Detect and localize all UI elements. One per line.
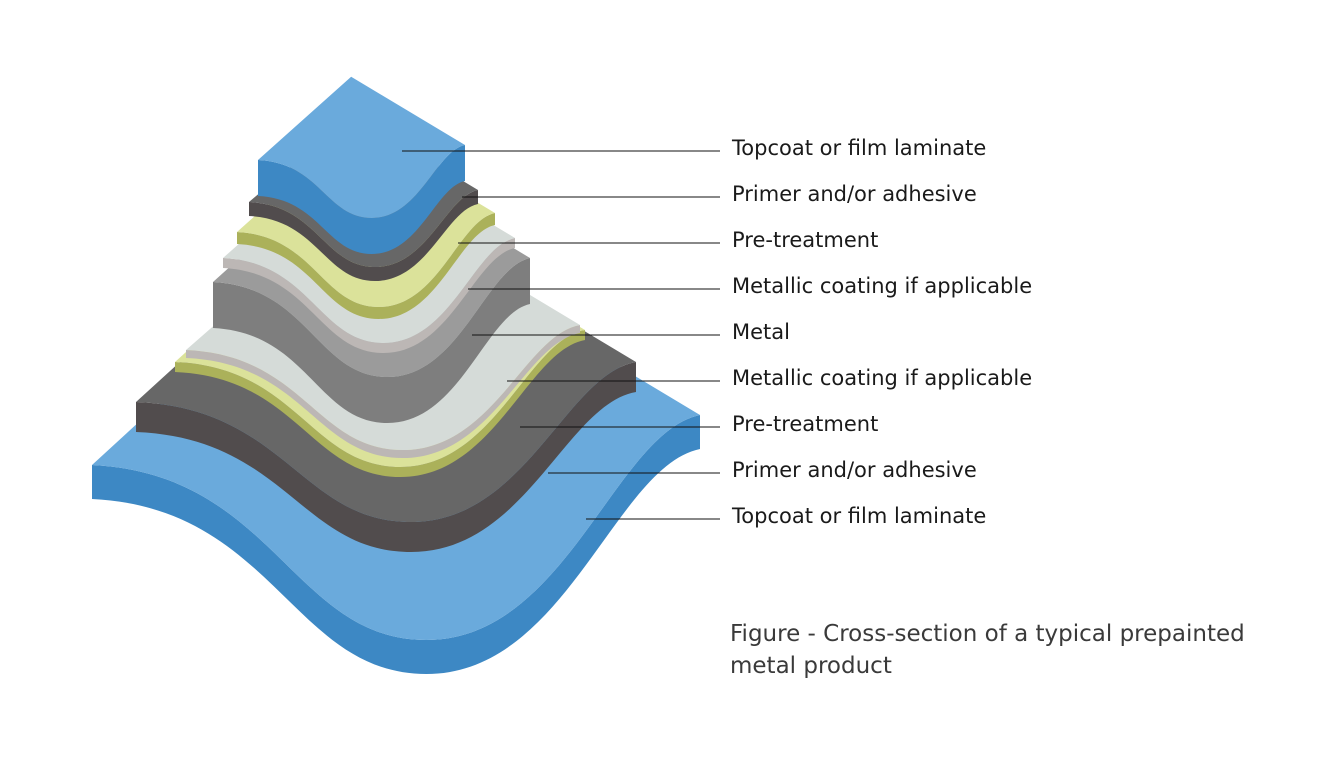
layer-primer-upper-side xyxy=(249,190,478,281)
layer-topcoat-upper-side xyxy=(258,145,465,254)
label-metallic-coating-upper: Metallic coating if applicable xyxy=(732,274,1032,298)
label-topcoat-lower: Topcoat or film laminate xyxy=(731,504,986,528)
label-topcoat-upper: Topcoat or film laminate xyxy=(731,136,986,160)
layer-pretreatment-upper-side xyxy=(237,213,495,319)
layer-metal-side xyxy=(213,258,530,423)
leader-lines xyxy=(402,150,720,520)
layer-primer-lower-side xyxy=(136,362,636,552)
label-pretreatment-lower: Pre-treatment xyxy=(732,412,878,436)
label-metallic-coating-lower: Metallic coating if applicable xyxy=(732,366,1032,390)
label-metal: Metal xyxy=(732,320,790,344)
figure-caption-line1: Figure - Cross-section of a typical prep… xyxy=(730,621,1245,647)
figure-caption-line2: metal product xyxy=(730,653,892,679)
layer-topcoat-upper-top xyxy=(258,76,465,218)
layer-topcoat-lower-side xyxy=(92,415,700,674)
layer-labels: Topcoat or film laminate Primer and/or a… xyxy=(731,136,1032,528)
label-pretreatment-upper: Pre-treatment xyxy=(732,228,878,252)
layer-stack xyxy=(92,76,700,674)
label-primer-lower: Primer and/or adhesive xyxy=(732,458,977,482)
label-primer-upper: Primer and/or adhesive xyxy=(732,182,977,206)
